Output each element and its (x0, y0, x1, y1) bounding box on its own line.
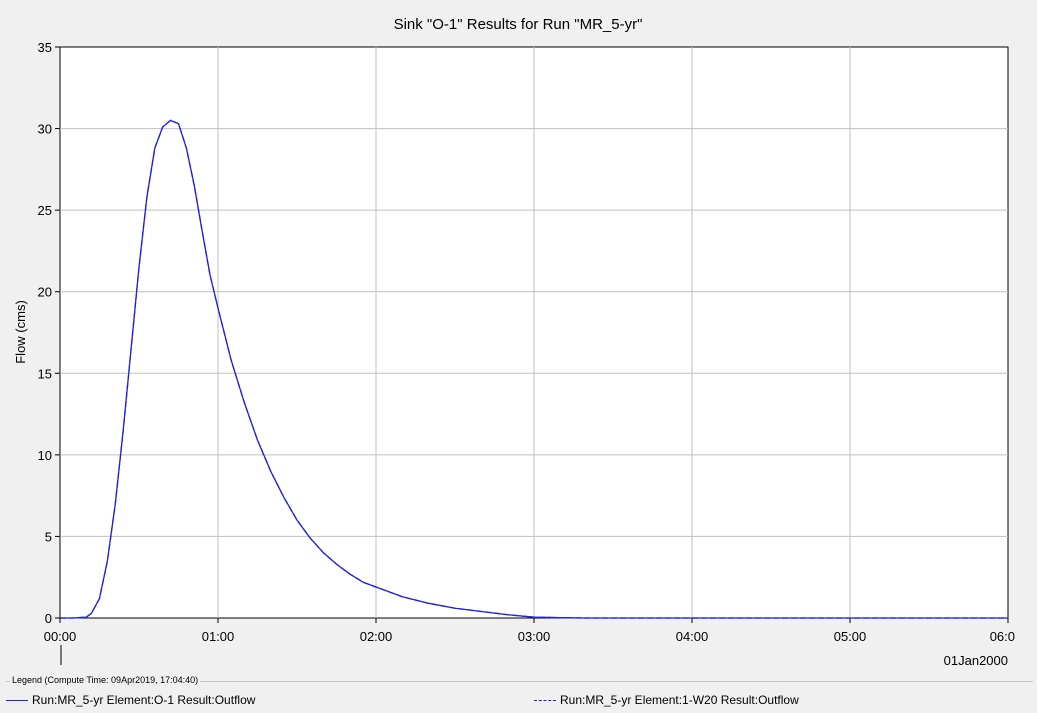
legend-label: Run:MR_5-yr Element:O-1 Result:Outflow (32, 693, 256, 707)
series-line-w20-outflow (60, 119, 1008, 619)
y-tick-label: 15 (38, 366, 52, 381)
y-tick-label: 20 (38, 285, 52, 300)
legend-label: Run:MR_5-yr Element:1-W20 Result:Outflow (560, 693, 799, 707)
y-tick-label: 25 (38, 203, 52, 218)
legend-swatch-solid (6, 699, 28, 701)
y-axis-ticks: 0 5 10 15 20 25 30 35 (38, 40, 60, 626)
x-tick-label: 02:00 (360, 629, 393, 644)
y-tick-label: 5 (45, 529, 52, 544)
y-tick-label: 35 (38, 40, 52, 55)
y-tick-label: 10 (38, 448, 52, 463)
legend-panel: Legend (Compute Time: 09Apr2019, 17:04:4… (0, 672, 1037, 713)
x-tick-label: 03:00 (518, 629, 551, 644)
legend-item-w20-outflow: Run:MR_5-yr Element:1-W20 Result:Outflow (534, 693, 799, 707)
x-tick-label: 05:00 (834, 629, 867, 644)
legend-title: Legend (Compute Time: 09Apr2019, 17:04:4… (10, 675, 201, 685)
chart-title: Sink "O-1" Results for Run "MR_5-yr" (394, 16, 643, 33)
grid-lines (60, 47, 1008, 618)
x-tick-label: 04:00 (676, 629, 709, 644)
legend-swatch-dashed (534, 699, 556, 701)
x-axis-date-label: 01Jan2000 (944, 653, 1008, 668)
y-tick-label: 30 (38, 122, 52, 137)
legend-item-o1-outflow: Run:MR_5-yr Element:O-1 Result:Outflow (6, 693, 255, 707)
x-tick-label: 01:00 (202, 629, 235, 644)
x-axis-ticks: 00:00 01:00 02:00 03:00 04:00 05:00 06:0 (44, 618, 1015, 644)
y-tick-label: 0 (45, 611, 52, 626)
legend-box: Legend (Compute Time: 09Apr2019, 17:04:4… (6, 675, 1033, 710)
chart-plot: Sink "O-1" Results for Run "MR_5-yr" 0 5 1… (13, 16, 1015, 668)
series-layer (60, 119, 1008, 619)
y-axis-label: Flow (cms) (13, 300, 28, 364)
x-tick-label: 06:0 (990, 629, 1015, 644)
x-tick-label: 00:00 (44, 629, 77, 644)
